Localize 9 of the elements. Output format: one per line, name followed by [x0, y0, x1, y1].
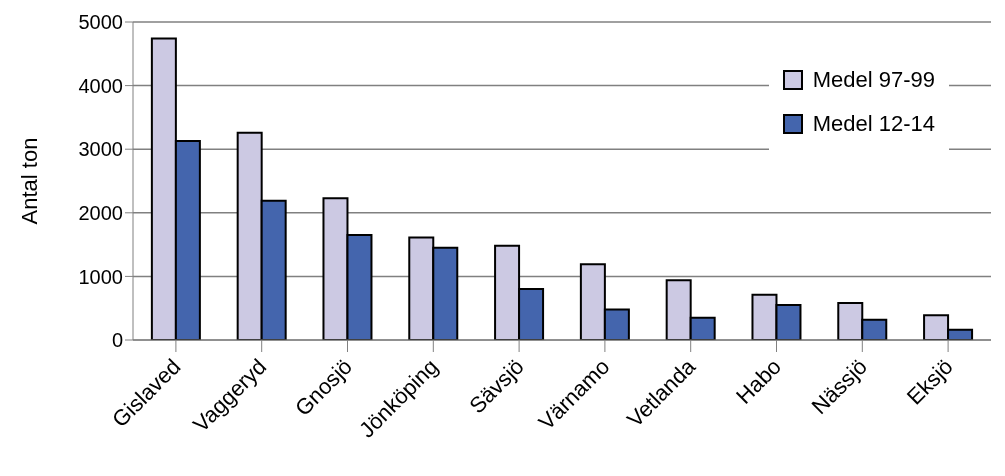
legend-label: Medel 97-99 [812, 66, 935, 94]
y-tick-label: 3000 [78, 138, 123, 161]
y-tick-label: 0 [111, 329, 123, 352]
legend-label: Medel 12-14 [812, 110, 935, 138]
y-tick-label: 5000 [78, 11, 123, 34]
y-tick-label: 4000 [78, 74, 123, 97]
y-tick-label: 2000 [78, 201, 123, 224]
y-axis-title: Antal ton [16, 137, 42, 225]
y-tick-label: 1000 [78, 265, 123, 288]
